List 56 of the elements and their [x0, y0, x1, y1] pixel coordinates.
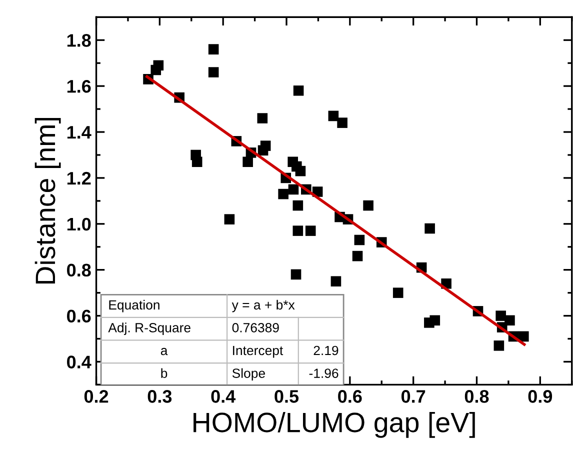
y-tick-label: 0.6 [67, 310, 91, 323]
point [208, 44, 219, 54]
point [153, 60, 164, 71]
point [430, 315, 440, 326]
annotation: -1.96 [309, 368, 338, 378]
y-tick-label: 1.2 [67, 172, 91, 184]
annotation: 0.76389 [232, 323, 279, 332]
point [518, 331, 529, 342]
point [224, 214, 235, 224]
annotation: Slope [232, 368, 265, 381]
y-tick-label: 1.8 [67, 34, 91, 47]
y-tick-label: 1.6 [67, 80, 91, 93]
annotation: 2.19 [314, 346, 338, 356]
point [288, 184, 299, 195]
x-tick-label: 0.3 [148, 390, 172, 403]
point [290, 269, 302, 280]
point [295, 166, 306, 176]
point [392, 288, 404, 298]
y-tick-label: 0.8 [67, 264, 91, 277]
point [496, 310, 506, 321]
x-tick-label: 0.4 [211, 390, 236, 403]
point [292, 200, 304, 211]
annotation: Intercept [233, 346, 284, 358]
point [292, 226, 304, 236]
point [278, 188, 288, 200]
annotation: a [160, 348, 168, 356]
point [363, 200, 374, 211]
point [354, 234, 365, 246]
x-tick-label: 0.8 [464, 390, 489, 403]
y-tick-label: 1.4 [67, 126, 92, 139]
annotation: b [161, 368, 168, 378]
point [257, 113, 268, 124]
point [424, 223, 435, 234]
point [352, 250, 363, 262]
y-axis-title: Distance [nm] [34, 118, 61, 284]
point [208, 67, 219, 78]
point [293, 86, 304, 96]
point [242, 156, 253, 168]
point [504, 315, 515, 326]
point [494, 340, 504, 351]
x-tick-label: 0.9 [528, 390, 552, 403]
point [260, 140, 271, 151]
annotation: Adj. R-Square [108, 322, 190, 335]
annotation: y = a + b*x [232, 300, 295, 312]
point [305, 226, 316, 236]
annotation: Equation [109, 300, 160, 312]
point [337, 118, 348, 128]
point [330, 276, 342, 286]
x-tick-label: 0.7 [401, 390, 426, 403]
x-tick-label: 0.2 [84, 390, 108, 403]
x-axis-title: HOMO/LUMO gap [eV] [194, 412, 475, 438]
x-tick-label: 0.6 [338, 390, 362, 403]
y-tick-label: 1.0 [67, 218, 91, 231]
y-tick-label: 0.4 [67, 356, 92, 368]
point [192, 156, 202, 168]
x-tick-label: 0.5 [274, 390, 299, 403]
